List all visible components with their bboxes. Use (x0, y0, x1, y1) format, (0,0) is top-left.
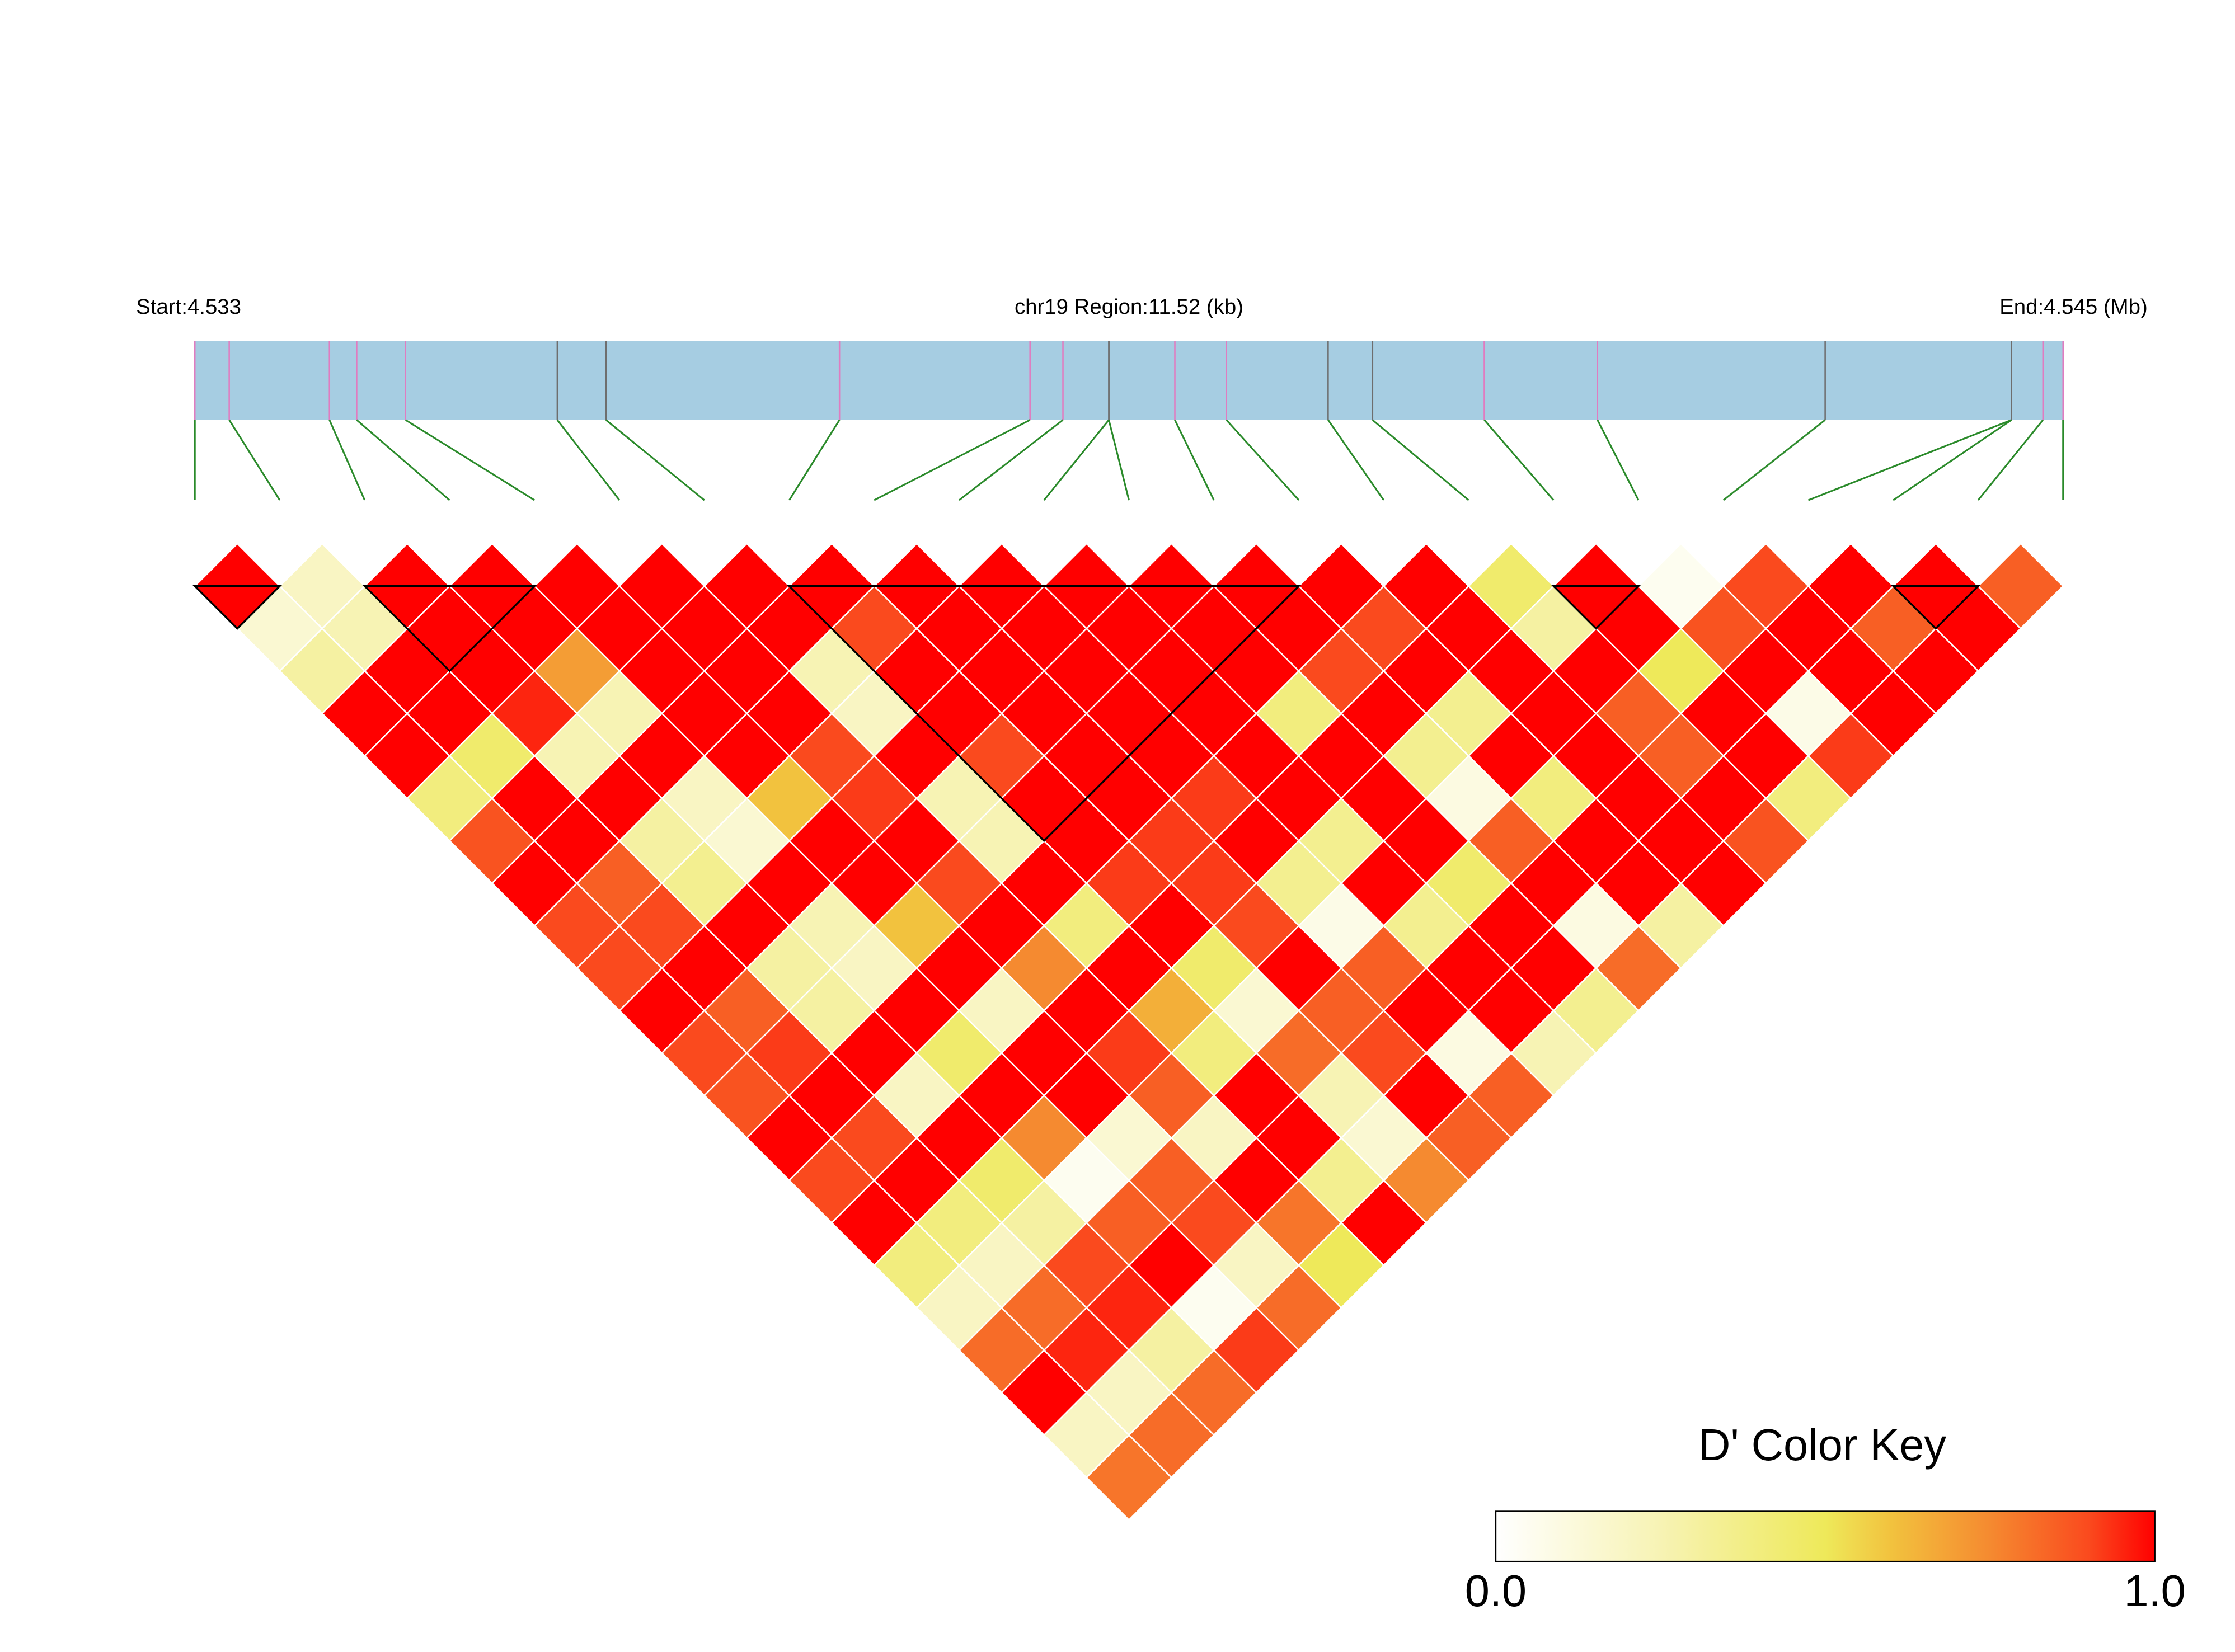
snp-connector (356, 419, 450, 501)
key-title: D' Color Key (1698, 1420, 1946, 1470)
snp-connector (1597, 419, 1640, 501)
ld-block (787, 585, 1302, 843)
snp-connector (1043, 419, 1110, 501)
ld-block (1551, 585, 1641, 630)
snp-connector (1174, 419, 1215, 501)
snp-connector (1483, 419, 1555, 501)
snp-connector (328, 420, 366, 501)
region-label: chr19 Region:11.52 (kb) (1015, 295, 1243, 319)
snp-connector (605, 419, 705, 501)
snp-connector (874, 419, 1031, 501)
snp-connector (1807, 419, 2012, 501)
start-label: Start:4.533 (136, 295, 241, 319)
gene-bar (195, 341, 2063, 420)
snp-connector (1977, 419, 2044, 501)
snp-connector (1327, 419, 1385, 501)
key-tick-label: 1.0 (2124, 1566, 2185, 1616)
key-tick-label: 0.0 (1465, 1566, 1527, 1616)
color-key (1495, 1510, 2156, 1562)
ld-cell (1085, 1434, 1173, 1521)
ld-block (1891, 585, 1981, 630)
snp-connector (1226, 419, 1300, 501)
snp-connector (405, 419, 536, 501)
snp-connector (959, 419, 1064, 501)
snp-connector (1372, 419, 1469, 501)
snp-connector (228, 419, 281, 501)
snp-connector (788, 419, 841, 501)
snp-connector (1722, 419, 1826, 501)
snp-connector (556, 419, 621, 501)
snp-connector (1893, 419, 2012, 501)
end-label: End:4.545 (Mb) (1999, 295, 2148, 319)
ld-block (362, 585, 537, 672)
ld-block (192, 585, 282, 630)
snp-connector (1108, 420, 1130, 501)
